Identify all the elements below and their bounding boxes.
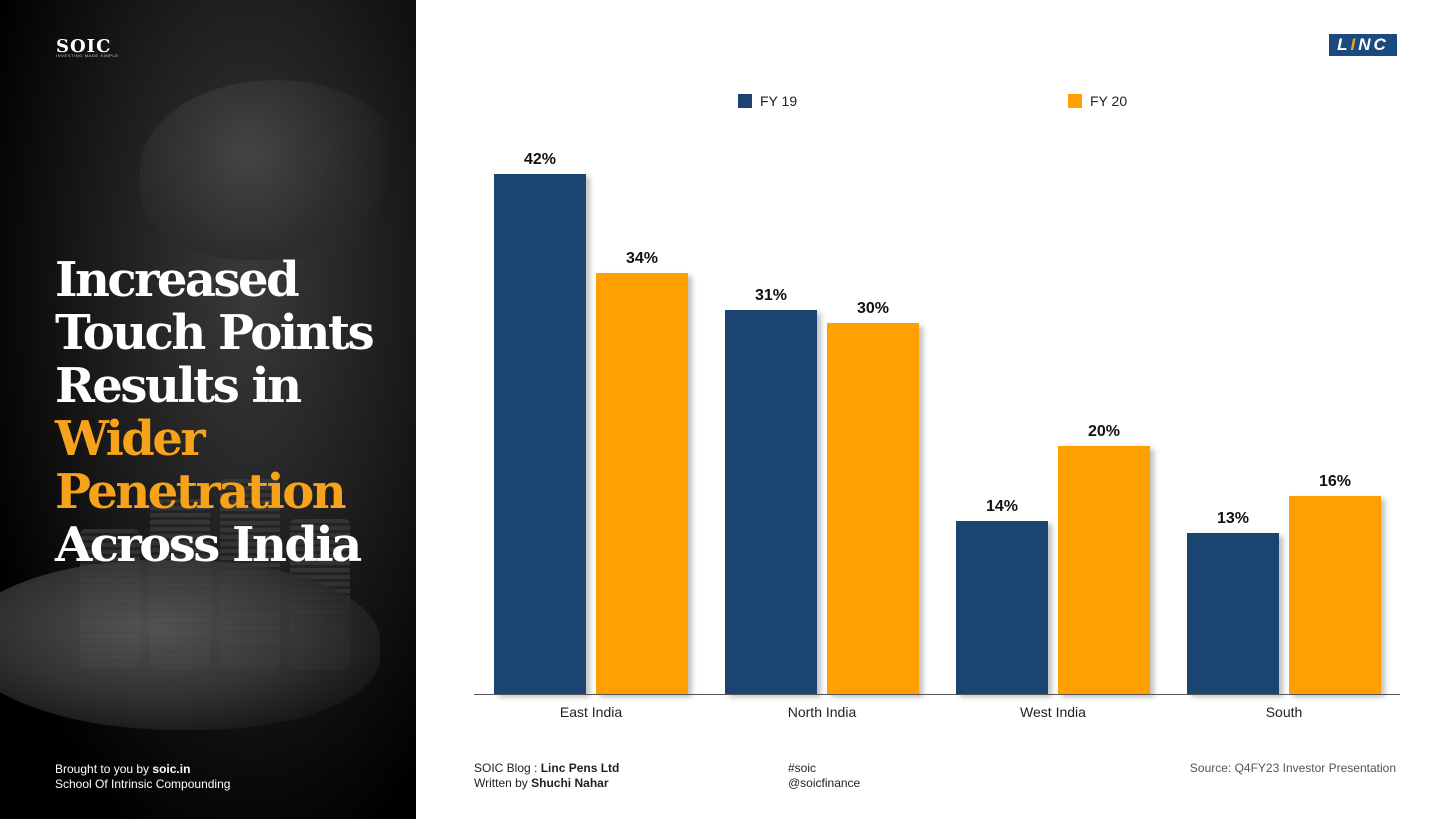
bar-value-label: 16% [1318, 472, 1352, 490]
left-panel: SOIC INVESTING MADE SIMPLE Increased Tou… [0, 0, 416, 819]
headline-line-highlight: Wider [55, 411, 206, 467]
linc-logo-left: L [1337, 35, 1351, 54]
category-label: South [1265, 704, 1303, 720]
brought-prefix: Brought to you by [55, 762, 153, 776]
brought-full-name: School Of Intrinsic Compounding [55, 777, 231, 791]
bar-value-label: 42% [523, 151, 557, 168]
legend-swatch-fy19 [738, 94, 752, 108]
headline-line: Results in [55, 358, 302, 414]
source-note: Source: Q4FY23 Investor Presentation [1189, 761, 1396, 775]
bar-fy20 [1058, 446, 1150, 694]
linc-logo: L I NC [1329, 34, 1397, 56]
legend-item-fy20: FY 20 [1068, 93, 1127, 109]
author-name: Shuchi Nahar [531, 776, 609, 790]
bar-fy20 [596, 273, 688, 694]
legend-swatch-fy20 [1068, 94, 1082, 108]
bar-fy19 [725, 310, 817, 694]
soic-logo-tagline: INVESTING MADE SIMPLE [56, 53, 119, 58]
bar-value-label: 20% [1087, 423, 1121, 441]
bar-value-label: 31% [754, 287, 788, 305]
category-label: West India [1020, 704, 1086, 720]
bar-value-label: 13% [1216, 510, 1250, 528]
bar-fy19 [956, 520, 1048, 694]
hashtag: #soic [788, 761, 817, 775]
bar-fy20 [1289, 495, 1381, 694]
brought-site: soic.in [152, 762, 191, 776]
bar-value-label: 14% [985, 497, 1019, 515]
linc-logo-right: NC [1358, 35, 1389, 54]
headline-line: Increased [55, 252, 300, 308]
legend-item-fy19: FY 19 [738, 93, 797, 109]
blog-name: Linc Pens Ltd [540, 761, 620, 775]
bar-value-label: 30% [856, 299, 890, 317]
category-label: North India [787, 704, 857, 720]
blog-credit: SOIC Blog : Linc Pens Ltd Written by Shu… [474, 761, 619, 791]
brought-to-you-by: Brought to you by soic.in School Of Intr… [55, 762, 230, 792]
tree-image [140, 80, 410, 260]
legend-label-fy20: FY 20 [1090, 93, 1128, 109]
soic-logo: SOIC [56, 36, 112, 57]
social-tags: #soic @soicfinance [788, 761, 860, 791]
headline-line-highlight: Penetration [55, 464, 347, 520]
social-handle: @soicfinance [788, 776, 861, 790]
x-axis-line [474, 694, 1400, 695]
linc-logo-i: I [1350, 35, 1359, 54]
bar-value-label: 34% [625, 250, 659, 268]
bar-fy19 [1187, 533, 1279, 694]
hand-image [0, 560, 380, 730]
headline: Increased Touch Points Results in Wider … [55, 254, 410, 572]
headline-line: Touch Points [55, 305, 375, 361]
bar-fy19 [494, 174, 586, 694]
legend-label-fy19: FY 19 [760, 93, 798, 109]
blog-prefix: SOIC Blog : [474, 761, 541, 775]
written-prefix: Written by [474, 776, 532, 790]
bar-fy20 [827, 322, 919, 694]
headline-line: Across India [55, 517, 362, 573]
category-label: East India [559, 704, 623, 720]
